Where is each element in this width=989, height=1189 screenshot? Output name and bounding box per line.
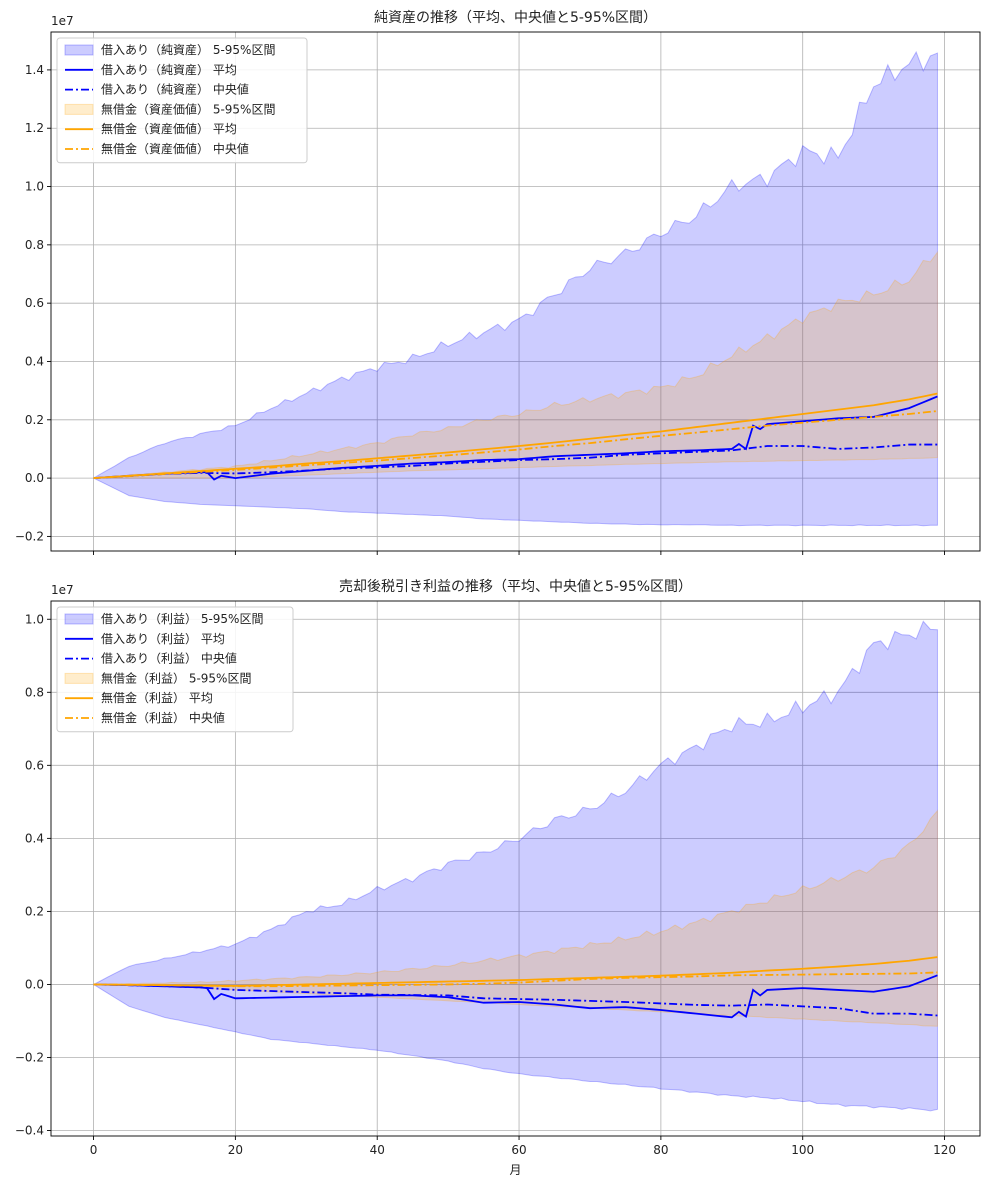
y-tick-label: 0.0 [25,471,44,485]
legend-entry: 借入あり（純資産） 5-95%区間 [101,42,275,57]
plot-area [93,620,938,1112]
x-tick-label: 60 [511,1143,526,1157]
y-tick-label: 0.6 [25,758,44,772]
legend-entry: 借入あり（純資産） 中央値 [101,82,249,97]
y-scale-label: 1e7 [51,583,74,597]
legend-entry: 無借金（資産価値） 平均 [101,121,237,136]
legend-entry: 借入あり（純資産） 平均 [101,62,237,77]
y-tick-label: 1.4 [25,63,44,77]
x-tick-label: 80 [653,1143,668,1157]
y-tick-label: 0.2 [25,413,44,427]
legend-entry: 借入あり（利益） 平均 [101,632,225,646]
legend-box [56,37,308,164]
x-tick-label: 20 [228,1143,243,1157]
y-tick-label: 0.8 [25,685,44,699]
legend-entry: 無借金（資産価値） 5-95%区間 [101,101,275,116]
series-line-5 [93,392,938,480]
band-1 [93,620,938,1112]
band-1 [93,50,938,527]
x-tick-label: 120 [933,1143,956,1157]
x-tick-label: 40 [370,1143,385,1157]
plot-area [93,50,938,527]
legend-entry: 無借金（利益） 中央値 [101,710,225,725]
legend-entry: 借入あり（利益） 中央値 [101,651,237,666]
legend-swatch-band [64,44,94,56]
chart-2: 0 20 40 60 80 100 120 −0.4 −0.2 0.0 0.2 0.4 0.6 0.8 1.… [15,579,981,1177]
y-tick-label: −0.4 [15,1124,44,1138]
series-line-6 [93,971,938,988]
axes-frame [50,31,981,552]
y-tick-label: 0.8 [25,238,44,252]
y-tick-label: 0.4 [25,831,44,845]
y-tick-label: 0.6 [25,296,44,310]
series-line-2 [93,395,938,481]
band-4 [93,250,938,479]
y-tick-label: 0.4 [25,354,44,368]
axes-frame [50,600,981,1137]
y-tick-label: 0.2 [25,904,44,918]
series-line-6 [93,410,938,480]
y-tick-label: 1.2 [25,121,44,135]
legend-swatch-band [64,103,94,115]
y-tick-label: 1.0 [25,612,44,626]
y-tick-label: −0.2 [15,529,44,543]
chart-title: 売却後税引き利益の推移（平均、中央値と5-95%区間） [339,579,692,595]
legend-entry: 無借金（利益） 5-95%区間 [101,670,251,685]
y-scale-label: 1e7 [51,14,74,28]
x-tick-label: 100 [791,1143,814,1157]
legend-swatch-band [64,613,94,625]
series-line-2 [93,974,938,1019]
y-tick-label: −0.2 [15,1050,44,1064]
legend-entry: 借入あり（利益） 5-95%区間 [101,612,263,626]
series-line-3 [93,983,938,1017]
legend-box [56,606,294,733]
legend-entry: 無借金（利益） 平均 [101,690,213,705]
chart-title: 純資産の推移（平均、中央値と5-95%区間） [374,10,657,26]
series-line-3 [93,443,938,480]
legend-swatch-band [64,672,94,684]
x-tick-label: 0 [90,1143,98,1157]
chart-1: −0.2 0.0 0.2 0.4 0.6 0.8 1.0 1.2 1.4 1e7 純資産の推移（平均… [15,10,981,555]
y-tick-label: 1.0 [25,180,44,194]
x-axis-label: 月 [509,1163,521,1177]
legend-entry: 無借金（資産価値） 中央値 [101,141,249,156]
y-tick-label: 0.0 [25,977,44,991]
